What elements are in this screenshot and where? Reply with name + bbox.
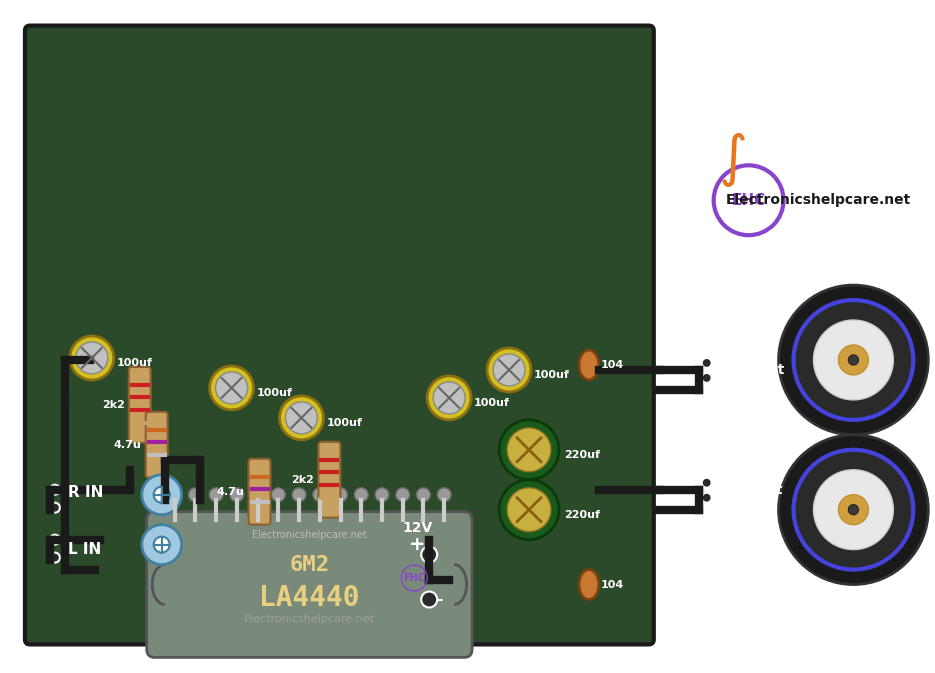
Circle shape [848,355,858,365]
Text: 4.7u: 4.7u [114,439,142,450]
Circle shape [313,488,326,501]
Text: Electronicshelpcare.net: Electronicshelpcare.net [726,193,911,207]
Circle shape [280,396,324,440]
Circle shape [427,376,471,420]
Text: 220uf: 220uf [564,450,600,460]
Text: FHC: FHC [403,573,425,583]
Circle shape [416,488,430,501]
Circle shape [209,488,223,501]
Circle shape [701,373,712,383]
Circle shape [421,546,438,563]
Text: L Output: L Output [713,483,783,497]
Circle shape [50,534,60,544]
Text: L IN: L IN [68,542,101,557]
FancyBboxPatch shape [319,441,340,518]
Circle shape [76,342,108,374]
Text: 100uf: 100uf [474,398,510,408]
Circle shape [167,488,181,501]
FancyBboxPatch shape [129,367,151,443]
Circle shape [285,402,317,434]
Circle shape [375,488,389,501]
Text: EHC: EHC [731,192,766,208]
Circle shape [354,488,368,501]
Ellipse shape [579,350,599,380]
Text: ∫: ∫ [719,133,748,187]
Circle shape [507,428,551,472]
Circle shape [848,505,858,515]
Text: 6M2: 6M2 [289,555,329,575]
Circle shape [50,553,60,563]
Text: -: - [437,592,442,607]
Circle shape [153,536,169,553]
Text: 12V: 12V [402,521,432,534]
Circle shape [421,592,438,608]
Text: LA4440: LA4440 [259,583,360,612]
Circle shape [334,488,348,501]
FancyBboxPatch shape [147,511,472,658]
Circle shape [839,495,869,525]
Text: 100uf: 100uf [117,358,152,368]
Text: R Output: R Output [713,363,784,377]
Text: 2k2: 2k2 [292,474,314,485]
Circle shape [153,487,169,503]
Text: 100uf: 100uf [256,388,293,398]
Text: +: + [409,535,425,554]
Circle shape [142,525,181,565]
FancyBboxPatch shape [146,412,167,478]
Text: 104: 104 [601,579,625,590]
Circle shape [396,488,410,501]
Circle shape [50,503,60,513]
FancyBboxPatch shape [25,26,654,645]
Circle shape [209,366,253,410]
Circle shape [142,474,181,515]
Circle shape [779,285,928,435]
Circle shape [292,488,306,501]
Circle shape [499,480,559,540]
Circle shape [701,358,712,368]
Circle shape [701,478,712,488]
Text: R IN: R IN [68,485,103,500]
Text: 220uf: 220uf [564,509,600,520]
Circle shape [499,420,559,480]
Circle shape [813,470,893,550]
Circle shape [230,488,244,501]
Circle shape [50,485,60,495]
Circle shape [487,348,531,392]
Text: 104: 104 [601,360,625,370]
Text: Electronicshelpcare.net: Electronicshelpcare.net [252,530,367,540]
Circle shape [794,300,913,420]
Circle shape [779,435,928,585]
FancyBboxPatch shape [249,459,270,525]
Circle shape [701,493,712,503]
Text: 4.7u: 4.7u [217,487,245,497]
Text: 100uf: 100uf [534,370,569,380]
Circle shape [794,450,913,569]
Circle shape [216,372,248,404]
Ellipse shape [579,569,599,600]
Circle shape [438,488,452,501]
Text: Electronicshelpcare.net: Electronicshelpcare.net [244,614,375,625]
Circle shape [189,488,202,501]
Text: 2k2: 2k2 [102,400,124,410]
Circle shape [251,488,265,501]
Text: 100uf: 100uf [326,418,362,428]
Circle shape [507,488,551,532]
Circle shape [433,382,465,414]
Circle shape [271,488,285,501]
Circle shape [813,320,893,400]
Circle shape [493,354,525,386]
Circle shape [839,345,869,375]
Circle shape [70,336,114,380]
